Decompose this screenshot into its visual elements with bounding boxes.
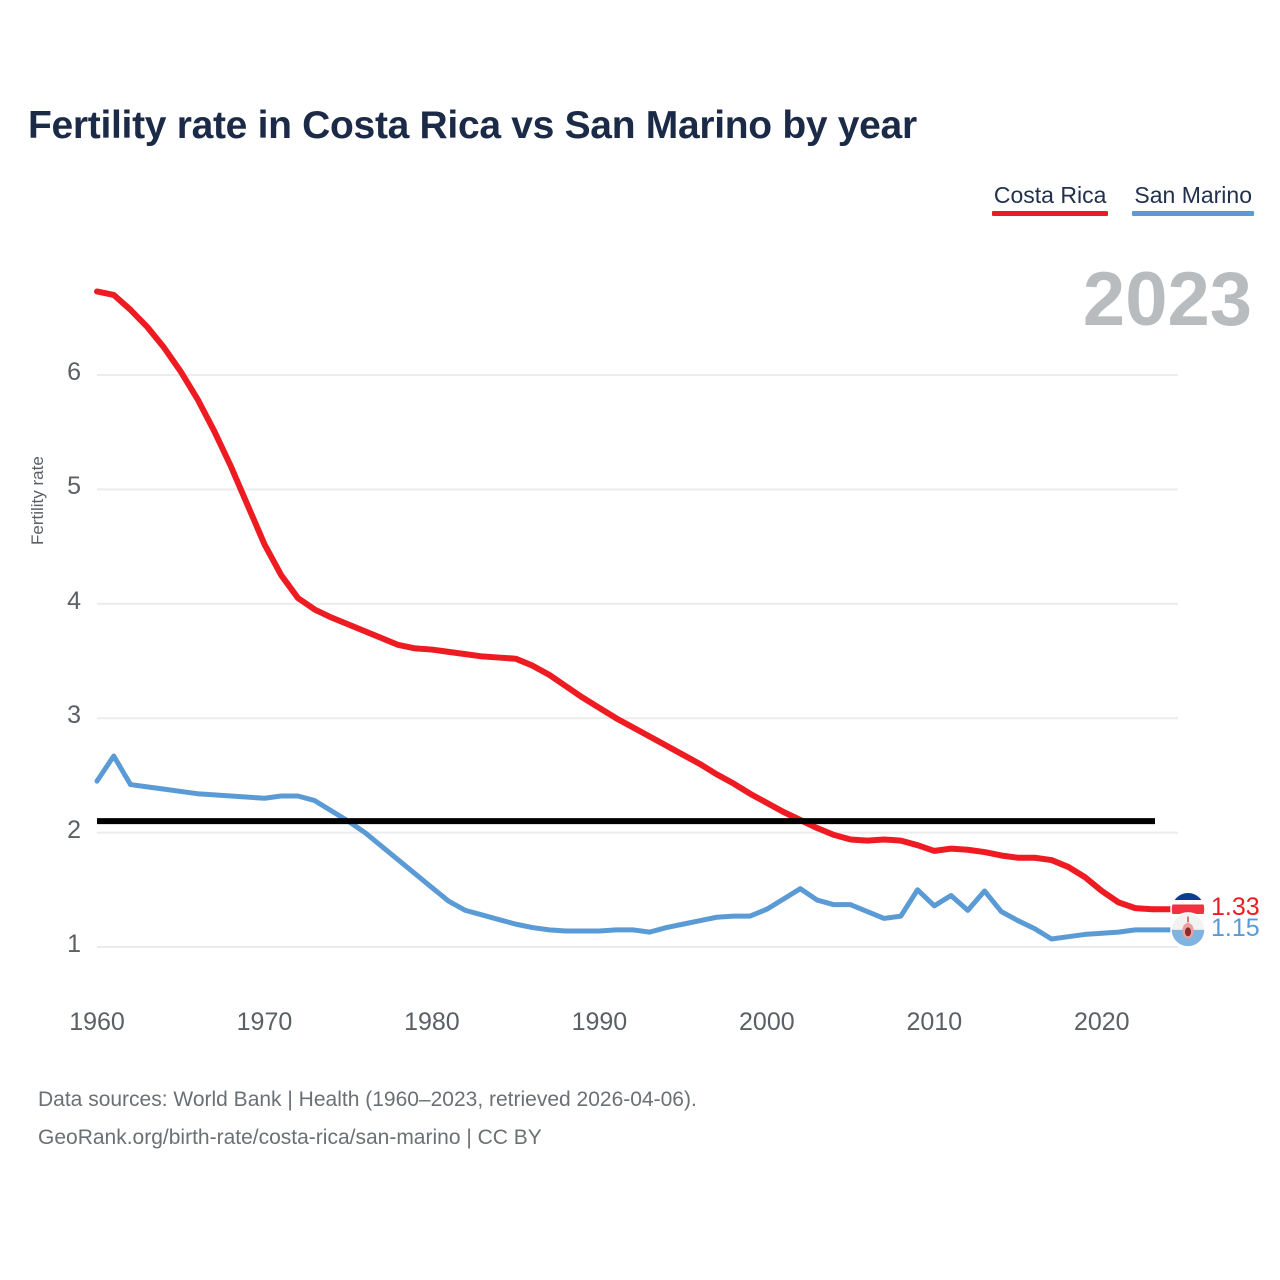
legend-swatch-san-marino: [1132, 211, 1254, 216]
end-value-costa-rica: 1.33: [1211, 893, 1260, 922]
x-axis-tick-1990: 1990: [571, 1008, 628, 1036]
y-axis-tick-3: 3: [67, 701, 81, 730]
footer-data-sources: Data sources: World Bank | Health (1960–…: [38, 1088, 697, 1111]
x-axis-tick-2010: 2010: [906, 1008, 963, 1036]
x-axis-tick-1970: 1970: [236, 1008, 293, 1036]
y-axis-tick-1: 1: [67, 930, 81, 958]
x-axis-tick-2000: 2000: [739, 1008, 795, 1036]
y-axis-tick-5: 5: [67, 472, 81, 501]
chart-legend: Costa Rica San Marino: [991, 182, 1254, 216]
costa-rica-flag-icon: [1170, 891, 1206, 927]
y-axis-tick-6: 6: [67, 358, 81, 386]
legend-label-san-marino: San Marino: [1134, 182, 1252, 208]
watermark-year: 2023: [1082, 257, 1252, 342]
series-line-san-marino: [94, 753, 1155, 942]
country-flag-markers: [1170, 891, 1206, 948]
series-lines: [94, 288, 1174, 942]
page-title: Fertility rate in Costa Rica vs San Mari…: [28, 104, 917, 147]
x-axis-tick-2020: 2020: [1073, 1008, 1130, 1036]
x-axis-tick-1980: 1980: [404, 1008, 460, 1036]
y-axis-tick-2: 2: [67, 815, 81, 844]
end-value-san-marino: 1.15: [1211, 913, 1260, 942]
x-axis-tick-1960: 1960: [69, 1008, 125, 1036]
y-axis-tick-4: 4: [67, 586, 81, 615]
footer-attribution: GeoRank.org/birth-rate/costa-rica/san-ma…: [38, 1126, 542, 1149]
san-marino-flag-icon: [1170, 912, 1206, 948]
gridlines: [97, 374, 1178, 948]
series-line-costa-rica: [94, 288, 1155, 913]
legend-label-costa-rica: Costa Rica: [993, 182, 1107, 208]
legend-item-costa-rica[interactable]: Costa Rica: [991, 182, 1109, 216]
legend-item-san-marino[interactable]: San Marino: [1132, 182, 1254, 216]
legend-swatch-costa-rica: [991, 211, 1109, 216]
